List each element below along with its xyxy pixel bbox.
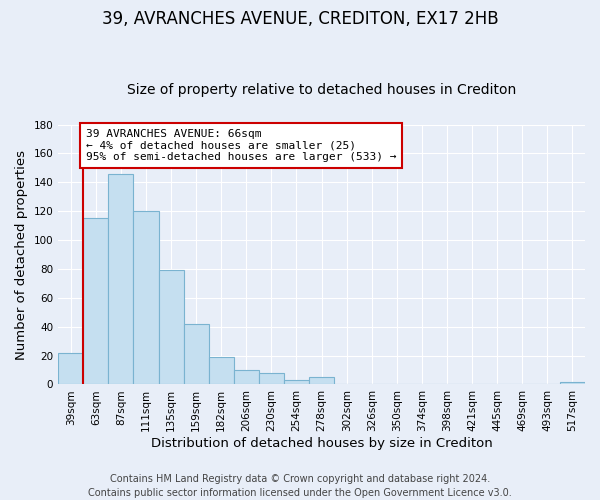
Y-axis label: Number of detached properties: Number of detached properties	[15, 150, 28, 360]
Text: Contains HM Land Registry data © Crown copyright and database right 2024.
Contai: Contains HM Land Registry data © Crown c…	[88, 474, 512, 498]
Title: Size of property relative to detached houses in Crediton: Size of property relative to detached ho…	[127, 83, 516, 97]
X-axis label: Distribution of detached houses by size in Crediton: Distribution of detached houses by size …	[151, 437, 493, 450]
Bar	[158, 270, 184, 384]
Bar	[560, 382, 585, 384]
Bar	[133, 211, 158, 384]
Bar	[58, 352, 83, 384]
Bar	[309, 377, 334, 384]
Bar	[184, 324, 209, 384]
Bar	[209, 357, 234, 384]
Bar	[284, 380, 309, 384]
Bar	[234, 370, 259, 384]
Bar	[259, 373, 284, 384]
Text: 39, AVRANCHES AVENUE, CREDITON, EX17 2HB: 39, AVRANCHES AVENUE, CREDITON, EX17 2HB	[101, 10, 499, 28]
Text: 39 AVRANCHES AVENUE: 66sqm
← 4% of detached houses are smaller (25)
95% of semi-: 39 AVRANCHES AVENUE: 66sqm ← 4% of detac…	[86, 129, 396, 162]
Bar	[83, 218, 109, 384]
Bar	[109, 174, 133, 384]
